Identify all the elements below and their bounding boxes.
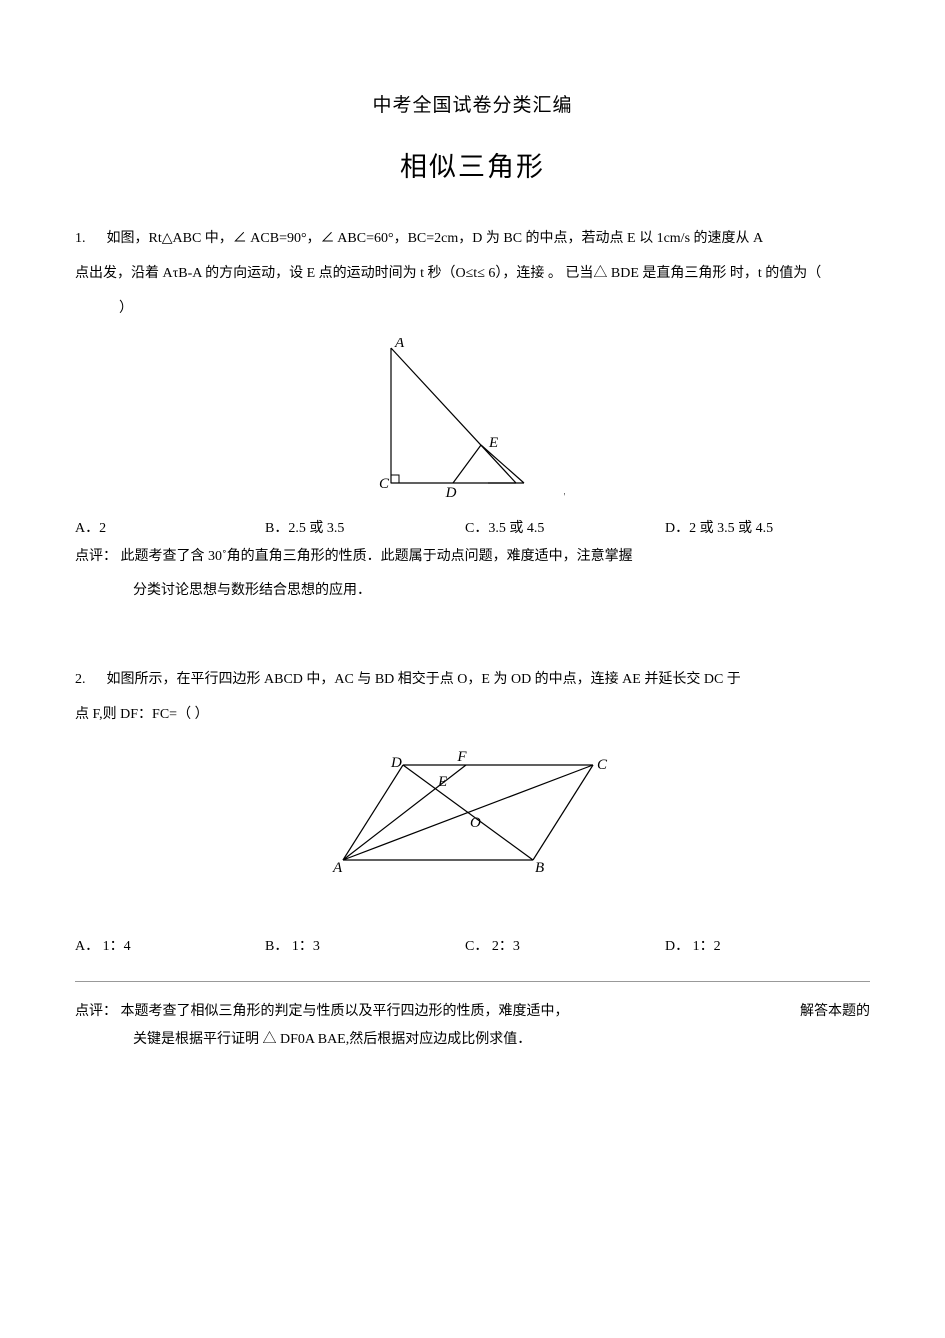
q1-number: 1. [75,224,103,255]
q2-line2: 点 F,则 DF：FC=（ ） [75,700,870,731]
q1-figure-mark: ' [545,492,585,503]
q1-line3: ） [75,294,870,325]
q1-triangle-svg: A C E D [361,338,541,498]
q1-text-3: ） [119,301,133,316]
q1-comment-2: 分类讨论思想与数形结合思想的应用． [75,577,870,605]
q1-text-2: 点出发，沿着 AτB-A 的方向运动，设 E 点的运动时间为 t 秒（O≤t≤ … [75,266,821,281]
svg-text:C: C [597,757,608,773]
q2-figure: A B C D FE O [75,745,870,885]
svg-text:F: F [456,749,467,765]
q1-text-1: 如图，Rt△ABC 中，∠ ACB=90°，∠ ABC=60°，BC=2cm，D… [107,231,764,246]
svg-text:A: A [394,338,405,351]
question-2: 2. 如图所示，在平行四边形 ABCD 中，AC 与 BD 相交于点 O，E 为… [75,665,870,731]
q1-options: A．2 B．2.5 或 3.5 C．3.5 或 4.5 D．2 或 3.5 或 … [75,517,870,537]
spacer-1 [75,605,870,665]
q2-comment-text-2: 关键是根据平行证明 △ DF0A BAE,然后根据对应边成比例求值． [133,1032,531,1047]
question-1: 1. 如图，Rt△ABC 中，∠ ACB=90°，∠ ABC=60°，BC=2c… [75,224,870,324]
q2-parallelogram-svg: A B C D FE O [323,745,623,880]
q2-comment-row: 点评： 本题考查了相似三角形的判定与性质以及平行四边形的性质，难度适中， 解答本… [75,1000,870,1020]
q2-line1: 2. 如图所示，在平行四边形 ABCD 中，AC 与 BD 相交于点 O，E 为… [75,665,870,696]
q2-comment-text-1: 本题考查了相似三角形的判定与性质以及平行四边形的性质，难度适中， [121,1004,569,1019]
svg-text:E: E [488,435,498,451]
q1-option-a: A．2 [75,517,265,537]
divider [75,981,870,982]
q1-comment-label: 点评： [75,543,117,571]
svg-text:D: D [444,485,456,498]
q1-line1: 1. 如图，Rt△ABC 中，∠ ACB=90°，∠ ABC=60°，BC=2c… [75,224,870,255]
q2-comment-right: 解答本题的 [760,1000,870,1020]
q2-option-c: C． 2：3 [465,935,665,955]
q1-comment: 点评： 此题考查了含 30˚角的直角三角形的性质．此题属于动点问题，难度适中，注… [75,543,870,571]
svg-text:D: D [390,755,402,771]
q2-comment-left: 点评： 本题考查了相似三角形的判定与性质以及平行四边形的性质，难度适中， [75,1000,760,1020]
q2-text-1: 如图所示，在平行四边形 ABCD 中，AC 与 BD 相交于点 O，E 为 OD… [107,672,741,687]
svg-text:O: O [470,815,481,831]
page-subtitle: 中考全国试卷分类汇编 [75,90,870,117]
page-title: 相似三角形 [75,145,870,184]
q2-comment-label: 点评： [75,1004,117,1019]
q2-option-b: B． 1：3 [265,935,465,955]
q1-comment-text-2: 分类讨论思想与数形结合思想的应用． [133,583,371,598]
q2-options: A． 1：4 B． 1：3 C． 2：3 D． 1：2 [75,935,870,955]
q1-figure: A C E D ' [75,338,870,503]
q1-comment-text-1: 此题考查了含 30˚角的直角三角形的性质．此题属于动点问题，难度适中，注意掌握 [121,549,633,564]
q1-option-c: C．3.5 或 4.5 [465,517,665,537]
svg-text:C: C [379,476,390,492]
svg-text:B: B [535,860,544,876]
q2-comment-2: 关键是根据平行证明 △ DF0A BAE,然后根据对应边成比例求值． [75,1026,870,1054]
q1-line2: 点出发，沿着 AτB-A 的方向运动，设 E 点的运动时间为 t 秒（O≤t≤ … [75,259,870,290]
q2-option-a: A． 1：4 [75,935,265,955]
q1-option-b: B．2.5 或 3.5 [265,517,465,537]
q2-number: 2. [75,665,103,696]
svg-text:A: A [332,860,343,876]
spacer-2 [75,899,870,929]
q2-option-d: D． 1：2 [665,935,865,955]
svg-text:E: E [437,774,447,790]
q1-option-d: D．2 或 3.5 或 4.5 [665,517,865,537]
q2-text-2: 点 F,则 DF：FC=（ ） [75,707,209,722]
